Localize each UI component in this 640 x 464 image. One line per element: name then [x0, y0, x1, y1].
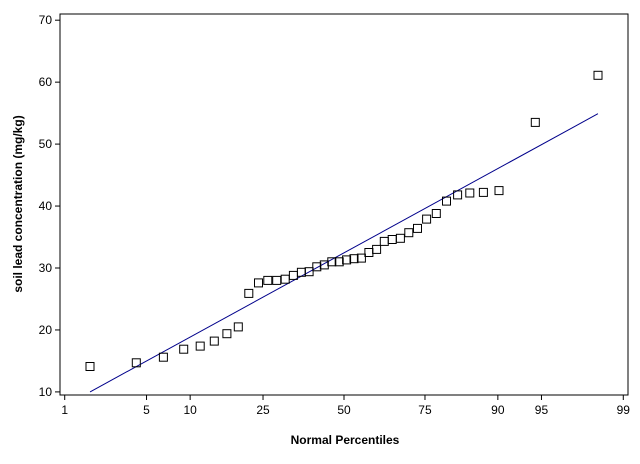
plot-area-frame — [59, 13, 629, 396]
data-point — [465, 188, 475, 198]
x-tick-label: 75 — [418, 403, 432, 417]
data-point — [372, 244, 382, 254]
y-axis: 10 20 30 40 50 60 70 — [39, 13, 60, 399]
x-tick-label: 95 — [535, 403, 549, 417]
data-point — [85, 362, 95, 371]
x-tick-label: 50 — [337, 403, 351, 417]
y-tick-label: 70 — [39, 13, 53, 27]
y-tick-label: 10 — [39, 385, 53, 399]
data-point — [404, 228, 414, 238]
y-tick-label: 40 — [39, 199, 53, 213]
data-point — [288, 270, 298, 280]
data-point — [349, 254, 359, 264]
data-point — [222, 329, 232, 339]
x-tick-label: 90 — [491, 403, 505, 417]
data-point — [233, 322, 243, 332]
data-point — [254, 278, 263, 288]
data-point — [364, 248, 374, 257]
y-tick-label: 60 — [39, 75, 53, 89]
data-point — [334, 257, 344, 267]
data-point — [395, 233, 405, 243]
x-tick-label: 1 — [61, 403, 68, 417]
data-point — [387, 235, 397, 244]
data-point — [209, 336, 219, 346]
data-point — [453, 190, 463, 200]
fit-line — [89, 113, 599, 393]
data-point — [158, 352, 168, 362]
data-point — [442, 196, 451, 206]
x-tick-label: 10 — [183, 403, 197, 417]
x-tick-label: 99 — [617, 403, 631, 417]
data-point — [413, 223, 422, 233]
data-point — [272, 275, 282, 285]
fit-line-group — [89, 113, 599, 393]
data-point — [530, 117, 540, 127]
y-tick-label: 20 — [39, 323, 53, 337]
data-point — [342, 255, 352, 265]
data-point — [327, 257, 337, 267]
data-point — [431, 209, 441, 218]
data-point — [244, 288, 254, 298]
data-point — [422, 214, 432, 224]
data-point — [280, 274, 290, 284]
x-axis: 1 5 10 25 50 75 90 95 99 — [61, 395, 630, 417]
data-point — [195, 341, 205, 351]
x-axis-title: Normal Percentiles — [291, 433, 400, 447]
x-tick-label: 25 — [256, 403, 270, 417]
data-point — [593, 70, 603, 80]
data-point — [379, 236, 389, 246]
x-tick-label: 5 — [143, 403, 150, 417]
y-tick-label: 30 — [39, 261, 53, 275]
data-point — [356, 253, 366, 263]
data-point — [494, 186, 504, 196]
data-point — [179, 344, 189, 354]
data-points — [85, 70, 603, 371]
y-axis-title: soil lead concentration (mg/kg) — [11, 115, 25, 292]
data-point — [131, 358, 141, 368]
y-tick-label: 50 — [39, 137, 53, 151]
data-point — [478, 187, 488, 197]
data-point — [304, 267, 314, 277]
data-point — [263, 275, 273, 285]
